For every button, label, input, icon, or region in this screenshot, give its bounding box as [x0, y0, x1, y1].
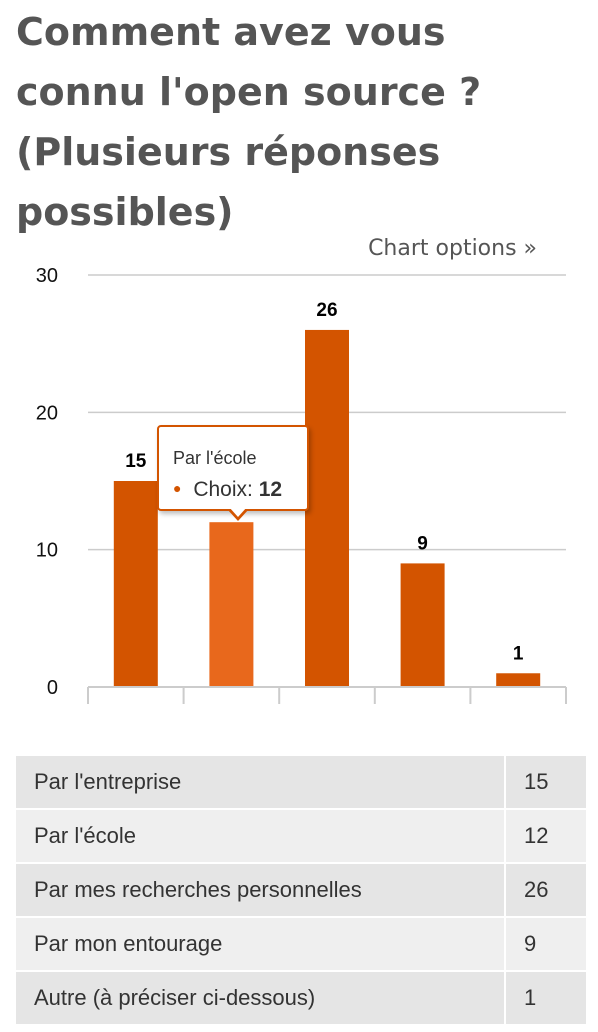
bar	[305, 329, 349, 687]
bar-data-label: 1	[513, 643, 524, 664]
chart-tooltip: Par l'école ● Choix: 12	[157, 425, 309, 521]
chart-bars	[113, 329, 541, 687]
table-row: Par l'école 12	[16, 810, 586, 864]
bar-data-label: 15	[125, 451, 147, 472]
table-row: Par l'entreprise 15	[16, 756, 586, 810]
bar	[209, 522, 254, 687]
table-row: Autre (à préciser ci-dessous) 1	[16, 972, 586, 1026]
chart-options-link[interactable]: Chart options »	[368, 236, 537, 261]
table-row: Par mes recherches personnelles 26	[16, 864, 586, 918]
bar-data-label: 9	[417, 533, 428, 554]
y-tick-label: 30	[36, 265, 58, 287]
table-row-label: Par l'école	[16, 810, 506, 864]
tooltip-series-label: Choix:	[193, 478, 253, 501]
table-row-label: Autre (à préciser ci-dessous)	[16, 972, 506, 1026]
y-tick-label: 0	[47, 677, 58, 699]
table-row-label: Par mes recherches personnelles	[16, 864, 506, 918]
bar-chart: 0 10 20 30 15 12 26 9 1	[36, 265, 567, 704]
x-axis	[87, 686, 567, 704]
tooltip-row: ● Choix: 12	[173, 475, 282, 503]
table-row-value: 1	[506, 972, 586, 1026]
table-row-value: 12	[506, 810, 586, 864]
series-dot-icon: ●	[173, 480, 182, 496]
data-table: Par l'entreprise 15 Par l'école 12 Par mes r…	[16, 756, 586, 1026]
bar	[496, 673, 541, 687]
table-row-label: Par mon entourage	[16, 918, 506, 972]
tooltip-arrow-fill	[229, 507, 247, 517]
y-tick-label: 20	[36, 402, 58, 424]
bar	[113, 481, 158, 687]
table-row-label: Par l'entreprise	[16, 756, 506, 810]
table-row: Par mon entourage 9	[16, 918, 586, 972]
tooltip-value: 12	[258, 478, 283, 501]
bar-data-label: 26	[316, 300, 337, 321]
y-axis-ticks: 0 10 20 30	[36, 265, 58, 699]
table-row-value: 9	[506, 918, 586, 972]
tooltip-title: Par l'école	[173, 448, 257, 468]
bar	[400, 563, 445, 687]
table-row-value: 26	[506, 864, 586, 918]
table-row-value: 15	[506, 756, 586, 810]
y-tick-label: 10	[36, 540, 58, 562]
page-title: Comment avez vous connu l'open source ? …	[16, 10, 482, 234]
